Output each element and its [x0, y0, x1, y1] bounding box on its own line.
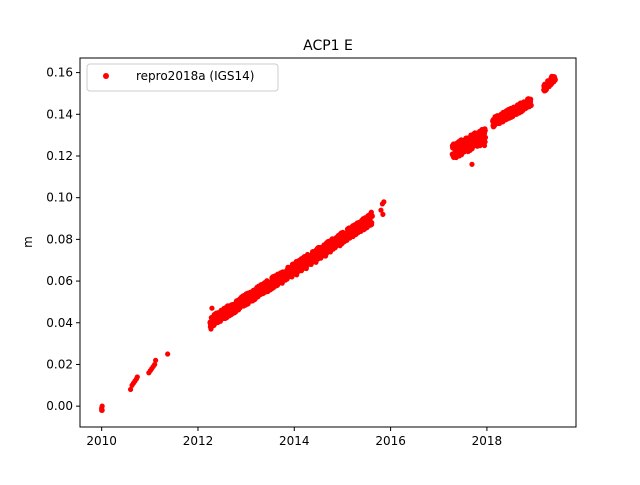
chart-title: ACP1 E	[303, 38, 353, 54]
data-point	[127, 386, 134, 393]
data-point	[347, 232, 353, 238]
data-point	[501, 115, 507, 122]
data-point	[361, 220, 367, 226]
x-tick-label: 2010	[86, 434, 117, 448]
data-point	[212, 320, 218, 326]
data-point	[481, 142, 488, 149]
data-point	[450, 153, 456, 159]
data-point	[327, 249, 334, 255]
data-point	[265, 288, 271, 295]
data-point	[226, 309, 232, 315]
data-point	[279, 280, 285, 286]
y-tick-label: 0.08	[46, 232, 73, 246]
data-point	[303, 265, 309, 272]
data-point	[313, 259, 319, 265]
x-tick-label: 2012	[183, 434, 214, 448]
data-point	[544, 82, 550, 88]
data-point	[208, 326, 214, 332]
data-point	[551, 74, 557, 80]
data-point	[491, 122, 497, 128]
x-axis: 2010 2012 2014 2016 2018	[86, 427, 502, 448]
data-point	[515, 105, 521, 111]
data-point	[505, 111, 512, 117]
legend: repro2018a (IGS14)	[86, 63, 279, 92]
data-point	[356, 224, 362, 230]
data-point	[255, 293, 261, 299]
y-axis-label: m	[21, 236, 35, 248]
y-tick-label: 0.04	[46, 316, 73, 330]
y-axis: 0.00 0.02 0.04 0.06 0.08 0.10 0.12 0.14 0.16	[46, 66, 80, 413]
data-point	[308, 261, 314, 267]
data-point	[337, 243, 343, 249]
data-point	[381, 199, 387, 205]
data-point	[99, 403, 105, 409]
data-point	[380, 211, 386, 217]
data-point	[467, 138, 473, 144]
data-point	[527, 97, 533, 103]
data-point	[231, 307, 237, 313]
data-point	[298, 268, 305, 274]
data-point	[134, 374, 140, 380]
data-point	[318, 255, 324, 261]
data-point	[153, 357, 159, 363]
data-point	[289, 274, 295, 280]
y-tick-label: 0.14	[46, 107, 73, 121]
data-point	[510, 107, 516, 113]
data-point	[270, 284, 276, 290]
plot-frame	[79, 57, 577, 428]
data-point	[469, 161, 475, 167]
data-point	[368, 209, 374, 215]
data-points	[99, 73, 558, 413]
data-point	[250, 295, 256, 301]
data-point	[378, 207, 384, 213]
data-point	[332, 245, 338, 251]
data-point	[479, 130, 485, 136]
legend-marker	[103, 73, 109, 79]
data-point	[366, 215, 372, 222]
data-point	[465, 145, 471, 151]
data-point	[274, 282, 281, 288]
data-point	[496, 117, 502, 124]
data-point	[322, 253, 329, 259]
data-point	[99, 407, 105, 413]
data-point	[284, 276, 290, 282]
y-tick-label: 0.02	[46, 357, 73, 371]
data-point	[165, 351, 171, 357]
x-tick-label: 2016	[375, 434, 406, 448]
data-point	[453, 149, 459, 155]
data-point	[209, 305, 215, 311]
y-tick-label: 0.12	[46, 149, 73, 163]
data-point	[245, 297, 252, 303]
y-tick-label: 0.00	[46, 399, 73, 413]
y-tick-label: 0.16	[46, 66, 73, 80]
legend-box	[86, 63, 279, 92]
data-point	[369, 220, 375, 226]
data-point	[525, 101, 531, 107]
data-point	[241, 301, 247, 307]
x-tick-label: 2018	[472, 434, 503, 448]
data-point	[217, 315, 223, 322]
data-point	[342, 236, 348, 242]
data-point	[152, 361, 158, 368]
data-point	[294, 272, 300, 278]
x-tick-label: 2014	[279, 434, 310, 448]
y-tick-label: 0.06	[46, 274, 73, 288]
data-point	[260, 290, 266, 297]
data-point	[482, 134, 489, 141]
data-point	[351, 228, 358, 234]
legend-label: repro2018a (IGS14)	[136, 69, 254, 83]
data-point	[236, 303, 242, 309]
data-point	[221, 311, 228, 318]
y-tick-label: 0.10	[46, 191, 73, 205]
data-point	[542, 86, 548, 92]
data-point	[455, 145, 461, 151]
data-point	[520, 103, 526, 109]
